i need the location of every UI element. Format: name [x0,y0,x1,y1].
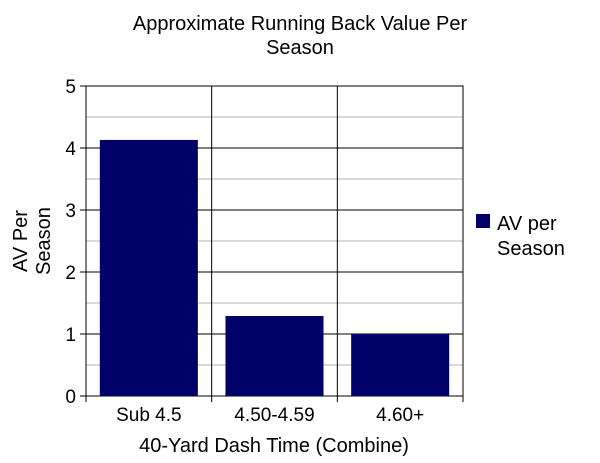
y-axis-title-line-1: AV Per [10,210,32,272]
legend-label-line-1: AV per [497,213,557,235]
legend-swatch [476,214,490,228]
chart-title-line-1: Approximate Running Back Value Per [133,13,468,35]
bar [351,334,450,396]
x-tick-label: 4.60+ [376,405,424,426]
x-axis-title: 40-Yard Dash Time (Combine) [139,435,409,457]
x-tick-label: 4.50-4.59 [234,405,314,426]
bar [99,139,198,396]
y-tick-label: 4 [65,139,76,160]
y-tick-label: 2 [65,263,76,284]
legend-label-line-2: Season [497,238,565,260]
x-tick-label: Sub 4.5 [116,405,182,426]
y-tick-label: 5 [65,77,76,98]
y-axis-title-line-2: Season [33,207,55,275]
y-tick-label: 1 [65,325,76,346]
chart-title-line-2: Season [266,37,334,59]
y-tick-label: 0 [65,387,76,408]
y-tick-label: 3 [65,201,76,222]
bar [225,316,324,396]
